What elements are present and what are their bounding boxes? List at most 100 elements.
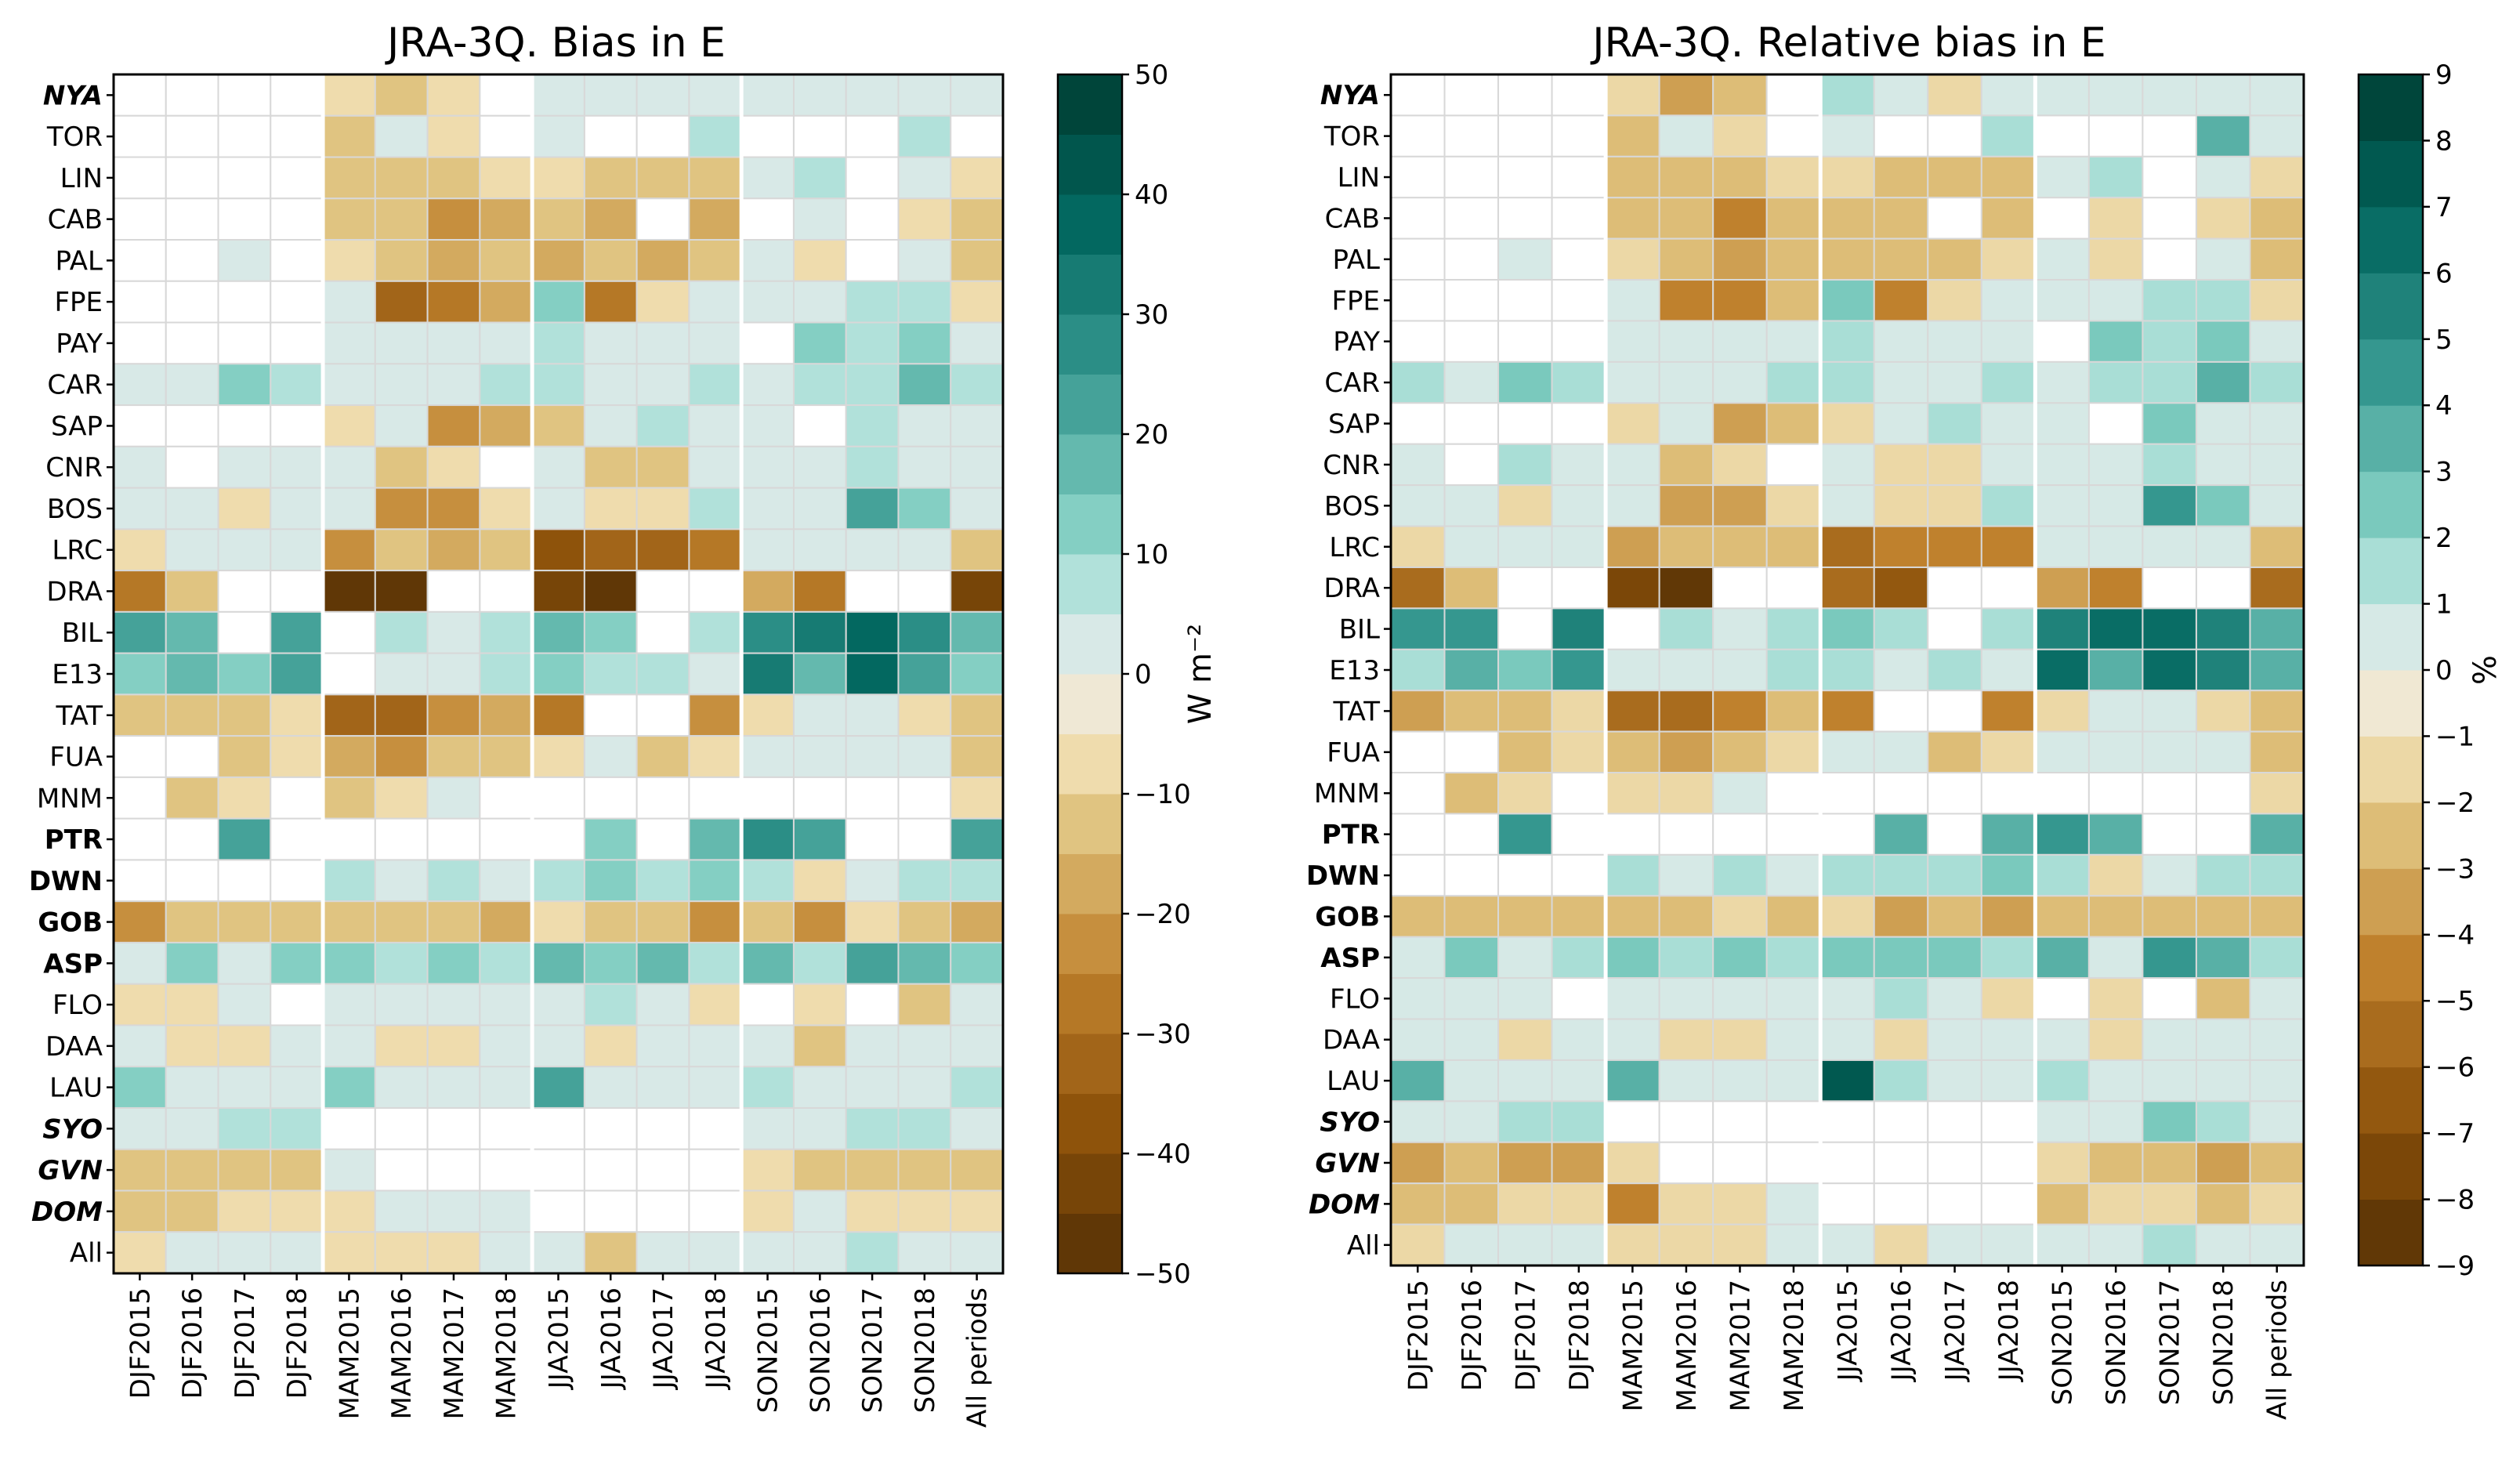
heatmap-cell — [1927, 1059, 1982, 1103]
heatmap-cell — [322, 817, 376, 861]
heatmap-cell — [897, 983, 952, 1027]
heatmap-cell — [688, 74, 743, 117]
heatmap-cell — [845, 900, 900, 943]
heatmap-cell — [792, 859, 847, 903]
heatmap-cell — [2195, 853, 2251, 897]
heatmap-cell — [322, 487, 376, 530]
y-tick-label: ASP — [1320, 943, 1380, 974]
heatmap-cell — [635, 1066, 690, 1109]
heatmap-cell — [1765, 895, 1822, 938]
heatmap-cell — [217, 404, 272, 447]
heatmap-cell — [1819, 607, 1875, 650]
heatmap-cell — [426, 74, 481, 117]
heatmap-cell — [2034, 730, 2090, 774]
heatmap-cell — [792, 1024, 847, 1068]
heatmap-cell — [1765, 1141, 1822, 1185]
heatmap-cell — [165, 817, 219, 861]
heatmap-cell — [1765, 607, 1822, 650]
heatmap-cell — [1658, 566, 1714, 610]
heatmap-cell — [113, 404, 167, 447]
heatmap-cell — [1658, 197, 1714, 240]
heatmap-cell — [426, 735, 481, 778]
heatmap-cell — [165, 239, 219, 282]
x-tick-label: DJF2017 — [1510, 1280, 1541, 1391]
heatmap-cell — [217, 1190, 272, 1233]
heatmap-cell — [1443, 566, 1500, 610]
heatmap-cell — [2249, 607, 2305, 650]
colorbar-segment — [1058, 494, 1122, 555]
heatmap-cell — [217, 941, 272, 985]
heatmap-cell — [1390, 74, 1446, 117]
heatmap-cell — [845, 693, 900, 737]
heatmap-cell — [897, 74, 952, 117]
heatmap-cell — [1497, 772, 1553, 815]
heatmap-cell — [217, 487, 272, 530]
y-tick-label: SYO — [42, 1113, 103, 1145]
heatmap-cell — [845, 1190, 900, 1233]
y-tick-label: PAY — [1333, 327, 1380, 358]
heatmap-cell — [1658, 690, 1714, 733]
heatmap-cell — [2195, 813, 2251, 856]
heatmap-cell — [2034, 977, 2090, 1020]
heatmap-cell — [1443, 114, 1500, 158]
heatmap-cell — [635, 693, 690, 737]
heatmap-cell — [635, 776, 690, 820]
heatmap-cell — [1712, 936, 1768, 979]
heatmap-cell — [1551, 237, 1607, 281]
heatmap-cell — [113, 1190, 167, 1233]
heatmap-cell — [1927, 1223, 1982, 1266]
heatmap-cell — [2195, 443, 2251, 487]
heatmap-cell — [635, 1231, 690, 1274]
heatmap-cell — [845, 404, 900, 447]
x-tick-label: JJA2018 — [701, 1287, 732, 1390]
heatmap-cell — [1443, 237, 1500, 281]
y-tick-label: FPE — [54, 287, 103, 318]
heatmap-cell — [374, 776, 429, 820]
heatmap-cell — [270, 156, 324, 200]
heatmap-cell — [688, 1066, 743, 1109]
heatmap-cell — [1390, 772, 1446, 815]
heatmap-cell — [322, 528, 376, 572]
heatmap-cell — [845, 859, 900, 903]
heatmap-cell — [1497, 1018, 1553, 1061]
heatmap-cell — [792, 445, 847, 489]
heatmap-cell — [1443, 1059, 1500, 1103]
heatmap-cell — [1712, 525, 1768, 568]
heatmap-cell — [635, 983, 690, 1027]
colorbar-tick-label: −10 — [1135, 779, 1191, 810]
heatmap-cell — [1765, 155, 1822, 199]
heatmap-cell — [270, 652, 324, 696]
heatmap-cell — [583, 114, 638, 158]
heatmap-cell — [1765, 853, 1822, 897]
heatmap-cell — [792, 321, 847, 365]
heatmap-cell — [165, 941, 219, 985]
heatmap-cell — [1605, 895, 1660, 938]
y-tick-label: NYA — [43, 80, 103, 111]
heatmap-cell — [845, 652, 900, 696]
heatmap-cell — [740, 817, 795, 861]
heatmap-cell — [270, 1190, 324, 1233]
heatmap-cell — [635, 487, 690, 530]
heatmap-cell — [270, 404, 324, 447]
heatmap-cell — [1443, 730, 1500, 774]
y-tick-label: All — [1347, 1230, 1380, 1262]
heatmap-cell — [1551, 74, 1607, 117]
heatmap-cell — [1497, 813, 1553, 856]
heatmap-cell — [426, 487, 481, 530]
colorbar-segment — [1058, 1034, 1122, 1094]
heatmap-cell — [1497, 936, 1553, 979]
heatmap-cell — [740, 487, 795, 530]
heatmap-cell — [740, 363, 795, 407]
heatmap-cell — [217, 445, 272, 489]
colorbar-label: % — [2468, 655, 2504, 685]
heatmap-cell — [1551, 607, 1607, 650]
heatmap-cell — [479, 817, 534, 861]
heatmap-cell — [1980, 74, 2037, 117]
heatmap-cell — [1927, 1141, 1982, 1185]
heatmap-cell — [2249, 813, 2305, 856]
heatmap-cell — [2034, 237, 2090, 281]
heatmap-cell — [740, 1231, 795, 1274]
heatmap-cell — [1980, 443, 2037, 487]
panel-2: JRA-3Q. Relative bias in E NYA TOR LIN CAB PA… — [1306, 20, 2504, 1420]
heatmap-cell — [217, 1024, 272, 1068]
